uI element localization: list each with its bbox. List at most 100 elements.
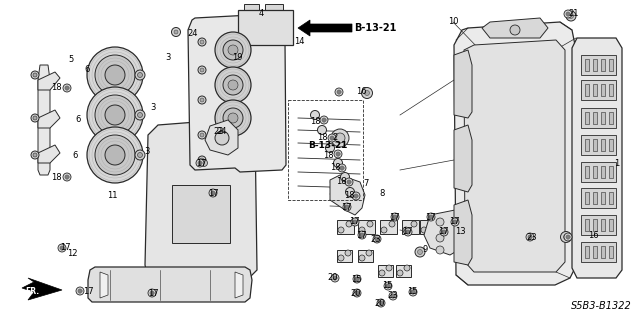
Circle shape — [336, 152, 340, 156]
Text: 18: 18 — [323, 152, 333, 160]
Circle shape — [409, 288, 417, 296]
Text: 20: 20 — [351, 288, 361, 298]
Bar — [593, 192, 597, 204]
Bar — [585, 112, 589, 124]
Circle shape — [346, 188, 355, 197]
Circle shape — [451, 218, 459, 226]
Circle shape — [215, 67, 251, 103]
Bar — [585, 166, 589, 178]
Text: 18: 18 — [51, 84, 61, 93]
Bar — [585, 219, 589, 231]
Bar — [601, 112, 605, 124]
Circle shape — [200, 68, 204, 72]
Bar — [244, 4, 259, 14]
Polygon shape — [205, 120, 238, 155]
Circle shape — [60, 246, 64, 250]
Text: 6: 6 — [76, 115, 81, 124]
Text: 1: 1 — [614, 159, 620, 167]
Circle shape — [200, 40, 204, 44]
Circle shape — [138, 72, 143, 78]
Text: 18: 18 — [336, 176, 346, 186]
Text: 16: 16 — [588, 231, 598, 240]
Bar — [288, 100, 363, 200]
Circle shape — [403, 227, 409, 233]
Circle shape — [138, 113, 143, 117]
Text: 14: 14 — [294, 38, 304, 47]
Circle shape — [148, 289, 156, 297]
Bar — [601, 246, 605, 258]
Text: 9: 9 — [422, 246, 428, 255]
Circle shape — [209, 130, 219, 140]
Circle shape — [322, 118, 326, 122]
Circle shape — [228, 113, 238, 123]
Circle shape — [335, 88, 343, 96]
Circle shape — [351, 218, 359, 226]
Bar — [581, 162, 616, 182]
Circle shape — [198, 156, 206, 164]
Bar — [609, 112, 613, 124]
Circle shape — [320, 128, 324, 132]
Bar — [358, 220, 375, 234]
Circle shape — [343, 175, 347, 179]
Circle shape — [365, 91, 369, 95]
Circle shape — [95, 95, 135, 135]
Bar — [585, 192, 589, 204]
Text: 19: 19 — [232, 54, 243, 63]
Circle shape — [566, 235, 570, 239]
Circle shape — [345, 205, 349, 209]
Circle shape — [58, 244, 66, 252]
Circle shape — [87, 87, 143, 143]
Circle shape — [76, 287, 84, 295]
Bar — [358, 250, 373, 262]
Circle shape — [375, 237, 379, 241]
Circle shape — [87, 127, 143, 183]
Polygon shape — [424, 210, 465, 255]
Circle shape — [198, 38, 206, 46]
Circle shape — [367, 221, 373, 227]
Text: 16: 16 — [356, 87, 366, 97]
Circle shape — [566, 11, 576, 21]
Circle shape — [338, 227, 344, 233]
Bar — [601, 59, 605, 71]
Circle shape — [198, 66, 206, 74]
Circle shape — [105, 145, 125, 165]
Polygon shape — [38, 72, 60, 90]
Circle shape — [389, 221, 395, 227]
Bar — [601, 139, 605, 151]
Text: 18: 18 — [310, 116, 320, 125]
Bar — [238, 10, 293, 45]
Bar — [593, 219, 597, 231]
Circle shape — [223, 75, 243, 95]
Text: B-13-21: B-13-21 — [354, 23, 396, 33]
Bar — [593, 246, 597, 258]
Circle shape — [326, 144, 335, 152]
Text: 15: 15 — [407, 287, 417, 296]
Circle shape — [353, 220, 357, 224]
Circle shape — [200, 158, 204, 162]
Circle shape — [393, 215, 397, 219]
Circle shape — [223, 108, 243, 128]
Bar — [581, 108, 616, 128]
Text: 11: 11 — [107, 191, 117, 201]
Circle shape — [406, 230, 410, 234]
Circle shape — [526, 233, 534, 241]
Text: 23: 23 — [527, 233, 538, 241]
Text: 8: 8 — [380, 189, 385, 197]
Polygon shape — [38, 65, 50, 175]
Text: 17: 17 — [449, 218, 460, 226]
Text: 3: 3 — [150, 103, 156, 113]
Circle shape — [379, 301, 383, 305]
Circle shape — [566, 12, 570, 16]
Text: 3: 3 — [144, 147, 150, 157]
Bar — [609, 219, 613, 231]
Circle shape — [359, 227, 365, 233]
Circle shape — [391, 294, 395, 298]
Circle shape — [347, 180, 351, 184]
Text: FR.: FR. — [25, 286, 39, 295]
Circle shape — [333, 159, 342, 167]
Circle shape — [510, 25, 520, 35]
Polygon shape — [235, 272, 243, 298]
Circle shape — [200, 160, 207, 167]
Circle shape — [384, 282, 392, 290]
Bar — [593, 166, 597, 178]
